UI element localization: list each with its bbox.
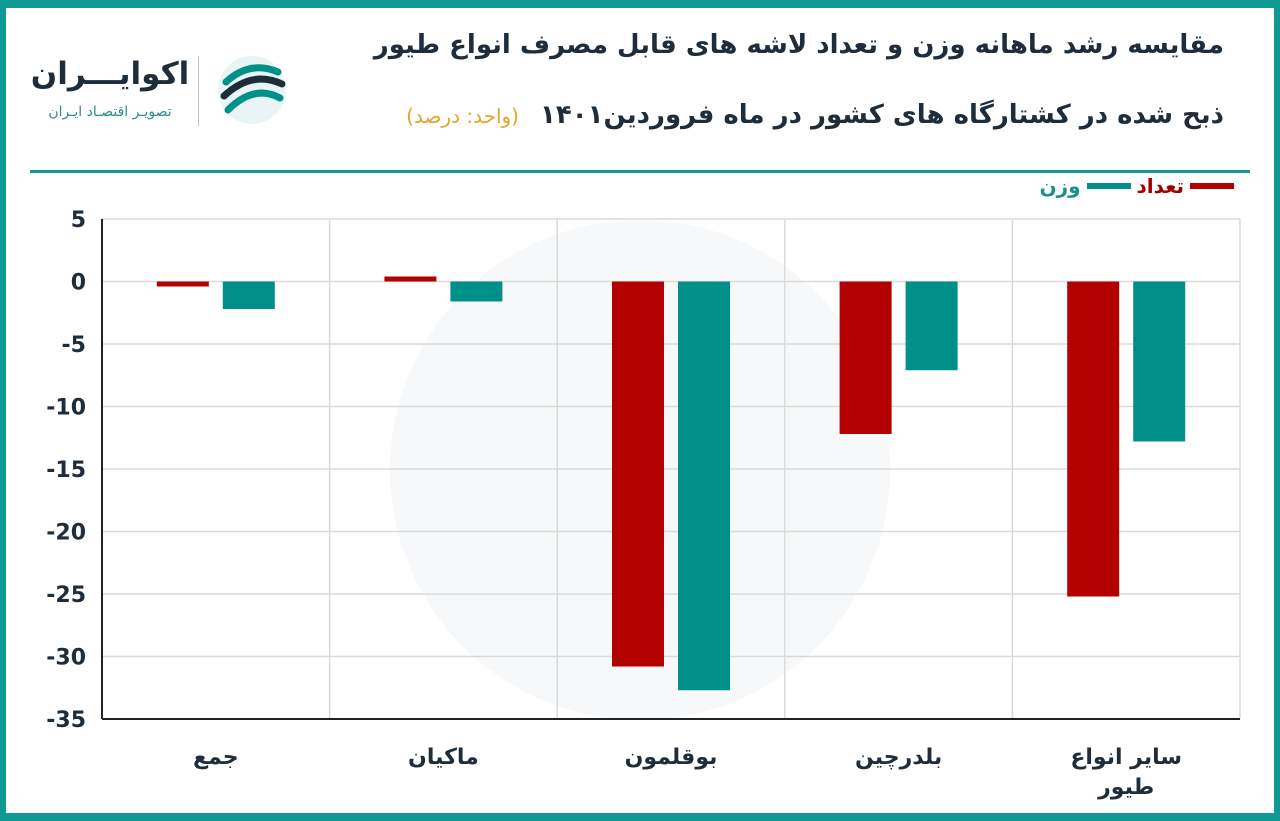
bar-count bbox=[156, 281, 209, 287]
unit-label: (واحد: درصد) bbox=[406, 104, 519, 128]
logo-name: اکوایـــران bbox=[30, 56, 190, 92]
bar-weight bbox=[905, 281, 958, 371]
bar-count bbox=[839, 281, 892, 434]
y-tick-label: 0 bbox=[71, 271, 86, 296]
y-tick-label: -15 bbox=[46, 458, 86, 483]
frame-top bbox=[0, 0, 1280, 8]
y-tick-label: -10 bbox=[46, 396, 86, 421]
x-tick-label: سایر انواع bbox=[1070, 745, 1182, 770]
bar-count bbox=[612, 281, 664, 667]
y-tick-label: -20 bbox=[46, 521, 86, 546]
y-tick-label: -5 bbox=[62, 333, 86, 358]
y-tick-label: -35 bbox=[46, 708, 86, 733]
brand-logo: اکوایـــران تصویـر اقتصـاد ایـران bbox=[30, 50, 290, 130]
logo-tagline: تصویـر اقتصـاد ایـران bbox=[48, 104, 172, 120]
legend-swatch-count bbox=[1190, 183, 1234, 189]
bar-count bbox=[1067, 281, 1120, 597]
x-tick-label: بلدرچین bbox=[855, 745, 942, 770]
y-tick-label: -25 bbox=[46, 583, 86, 608]
legend-item-count: تعداد bbox=[1131, 174, 1234, 198]
x-tick-label: ماکیان bbox=[408, 745, 479, 770]
chart-title-line-2: ذبح شده در کشتارگاه های کشور در ماه فرور… bbox=[324, 100, 1224, 130]
logo-separator bbox=[198, 56, 199, 126]
bar-weight bbox=[1133, 281, 1186, 442]
y-tick-label: -30 bbox=[46, 646, 86, 671]
frame-bottom bbox=[0, 813, 1280, 821]
logo-mark-icon bbox=[218, 56, 286, 124]
bar-count bbox=[384, 276, 437, 282]
chart-legend: تعداد وزن bbox=[1040, 174, 1234, 198]
bar-weight bbox=[678, 281, 730, 691]
legend-swatch-weight bbox=[1086, 183, 1131, 189]
header-divider bbox=[30, 170, 1250, 173]
x-tick-label: طیور bbox=[1097, 775, 1154, 800]
bar-weight bbox=[450, 281, 503, 302]
bar-weight bbox=[222, 281, 275, 309]
chart-title-line-1: مقایسه رشد ماهانه وزن و تعداد لاشه های ق… bbox=[373, 30, 1224, 60]
x-tick-label: جمع bbox=[193, 745, 239, 770]
frame-right bbox=[1274, 0, 1280, 821]
legend-label-count: تعداد bbox=[1136, 174, 1184, 198]
legend-label-weight: وزن bbox=[1039, 174, 1081, 198]
y-tick-label: 5 bbox=[71, 208, 86, 233]
legend-item-weight: وزن bbox=[1040, 174, 1131, 198]
x-tick-label: بوقلمون bbox=[625, 745, 718, 770]
frame-left bbox=[0, 0, 6, 821]
chart-title-line-2-text: ذبح شده در کشتارگاه های کشور در ماه فرور… bbox=[540, 100, 1224, 130]
